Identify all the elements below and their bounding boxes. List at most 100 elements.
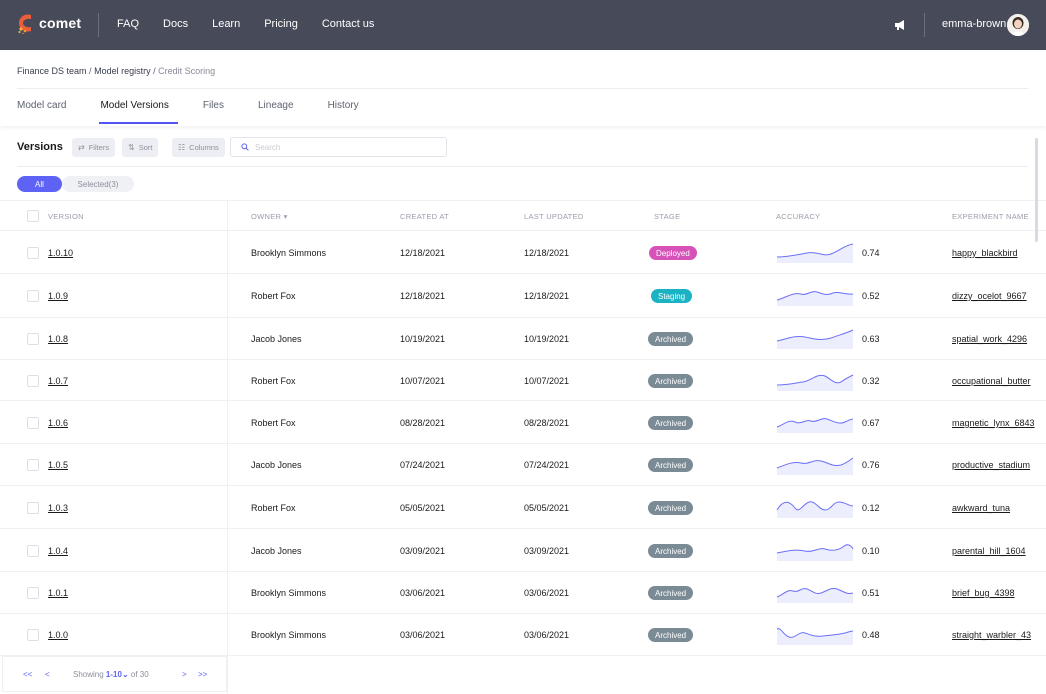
table-row[interactable]: 1.0.9 Robert Fox 12/18/2021 12/18/2021 Stagi… bbox=[0, 274, 1046, 318]
accuracy-sparkline bbox=[776, 329, 854, 349]
experiment-link[interactable]: magnetic_lynx_6843 bbox=[952, 418, 1035, 428]
col-owner[interactable]: OWNER ▾ bbox=[251, 212, 288, 221]
nav-pricing[interactable]: Pricing bbox=[264, 18, 298, 30]
sparkline-area bbox=[777, 588, 853, 603]
scrollbar[interactable] bbox=[1035, 138, 1038, 242]
owner-name: Robert Fox bbox=[251, 291, 296, 301]
table-row[interactable]: 1.0.6 Robert Fox 08/28/2021 08/28/2021 Archi… bbox=[0, 401, 1046, 444]
sparkline-line bbox=[776, 291, 854, 301]
row-checkbox[interactable] bbox=[27, 502, 39, 514]
row-checkbox[interactable] bbox=[27, 459, 39, 471]
col-version[interactable]: VERSION bbox=[48, 212, 84, 221]
tab-history[interactable]: History bbox=[327, 100, 359, 111]
sparkline-area bbox=[777, 330, 853, 349]
version-link[interactable]: 1.0.3 bbox=[48, 503, 69, 513]
created-at: 10/19/2021 bbox=[400, 334, 446, 344]
tab-model-card[interactable]: Model card bbox=[17, 100, 67, 111]
select-all-checkbox[interactable] bbox=[27, 210, 39, 222]
sparkline-area bbox=[777, 458, 853, 475]
version-link[interactable]: 1.0.10 bbox=[48, 248, 74, 258]
version-link[interactable]: 1.0.6 bbox=[48, 418, 69, 428]
accuracy-value: 0.76 bbox=[862, 460, 880, 470]
experiment-link[interactable]: brief_bug_4398 bbox=[952, 588, 1015, 598]
row-checkbox[interactable] bbox=[27, 290, 39, 302]
nav-contact-us[interactable]: Contact us bbox=[321, 18, 375, 30]
owner-name: Robert Fox bbox=[251, 376, 296, 386]
col-experiment-name[interactable]: EXPERIMENT NAME bbox=[952, 212, 1029, 221]
search-input[interactable] bbox=[255, 142, 435, 152]
tab-lineage[interactable]: Lineage bbox=[257, 100, 294, 111]
table-row[interactable]: 1.0.7 Robert Fox 10/07/2021 10/07/2021 Archi… bbox=[0, 360, 1046, 401]
tab-model-versions[interactable]: Model Versions bbox=[100, 100, 169, 111]
stage-badge: Archived bbox=[648, 544, 694, 558]
segment-all[interactable]: All bbox=[17, 176, 62, 192]
row-checkbox[interactable] bbox=[27, 629, 39, 641]
last-updated: 10/19/2021 bbox=[524, 334, 570, 344]
megaphone-icon[interactable] bbox=[893, 18, 907, 32]
experiment-link[interactable]: straight_warbler_43 bbox=[952, 630, 1032, 640]
col-created-at[interactable]: CREATED AT bbox=[400, 212, 449, 221]
filters-label: Filters bbox=[88, 143, 110, 152]
row-checkbox[interactable] bbox=[27, 417, 39, 429]
version-link[interactable]: 1.0.0 bbox=[48, 630, 69, 640]
search-box[interactable] bbox=[230, 137, 447, 157]
version-link[interactable]: 1.0.7 bbox=[48, 376, 69, 386]
comet-logo[interactable]: comet bbox=[17, 12, 81, 34]
version-link[interactable]: 1.0.5 bbox=[48, 460, 69, 470]
row-checkbox[interactable] bbox=[27, 375, 39, 387]
last-updated: 08/28/2021 bbox=[524, 418, 570, 428]
page-range-select[interactable]: 1-10⌄ bbox=[106, 670, 129, 679]
experiment-link[interactable]: parental_hill_1604 bbox=[952, 546, 1026, 556]
sparkline-line bbox=[776, 329, 854, 342]
row-checkbox[interactable] bbox=[27, 247, 39, 259]
row-checkbox[interactable] bbox=[27, 545, 39, 557]
nav-docs[interactable]: Docs bbox=[163, 18, 189, 30]
filters-button[interactable]: ⇄ Filters bbox=[72, 138, 116, 157]
experiment-link[interactable]: productive_stadium bbox=[952, 460, 1031, 470]
active-tab-indicator bbox=[99, 122, 178, 124]
accuracy-sparkline bbox=[776, 544, 854, 561]
experiment-link[interactable]: dizzy_ocelot_9667 bbox=[952, 291, 1027, 301]
stage-badge: Archived bbox=[648, 374, 694, 388]
toolbar-divider bbox=[17, 166, 1028, 167]
experiment-link[interactable]: happy_blackbird bbox=[952, 248, 1018, 258]
first-page-button[interactable]: << bbox=[23, 670, 33, 679]
col-accuracy[interactable]: ACCURACY bbox=[776, 212, 821, 221]
nav-learn[interactable]: Learn bbox=[212, 18, 241, 30]
table-row[interactable]: 1.0.8 Jacob Jones 10/19/2021 10/19/2021 Arch… bbox=[0, 318, 1046, 360]
version-link[interactable]: 1.0.4 bbox=[48, 546, 69, 556]
created-at: 03/09/2021 bbox=[400, 546, 446, 556]
row-checkbox[interactable] bbox=[27, 587, 39, 599]
sparkline-line bbox=[776, 628, 854, 638]
columns-button[interactable]: ☷ Columns bbox=[172, 138, 225, 157]
version-link[interactable]: 1.0.1 bbox=[48, 588, 69, 598]
experiment-link[interactable]: occupational_butter bbox=[952, 376, 1031, 386]
table-row[interactable]: 1.0.1 Brooklyn Simmons 03/06/2021 03/06/202… bbox=[0, 572, 1046, 614]
table-row[interactable]: 1.0.3 Robert Fox 05/05/2021 05/05/2021 Archi… bbox=[0, 486, 1046, 529]
version-link[interactable]: 1.0.9 bbox=[48, 291, 69, 301]
table-row[interactable]: 1.0.10 Brooklyn Simmons 12/18/2021 12/18/20… bbox=[0, 232, 1046, 274]
tab-files[interactable]: Files bbox=[202, 100, 224, 111]
sparkline-line bbox=[776, 243, 854, 258]
nav-faq[interactable]: FAQ bbox=[117, 18, 140, 30]
segment-selected[interactable]: Selected(3) bbox=[62, 176, 134, 192]
last-page-button[interactable]: >> bbox=[198, 670, 208, 679]
avatar[interactable] bbox=[1007, 14, 1029, 36]
table-row[interactable]: 1.0.4 Jacob Jones 03/09/2021 03/09/2021 Arch… bbox=[0, 529, 1046, 572]
sparkline-line bbox=[776, 544, 854, 554]
col-last-updated[interactable]: LAST UPDATED bbox=[524, 212, 584, 221]
version-link[interactable]: 1.0.8 bbox=[48, 334, 69, 344]
sort-button[interactable]: ⇅ Sort bbox=[122, 138, 159, 157]
col-stage[interactable]: STAGE bbox=[654, 212, 681, 221]
experiment-link[interactable]: awkward_tuna bbox=[952, 503, 1011, 513]
prev-page-button[interactable]: < bbox=[45, 670, 50, 679]
breadcrumb-team[interactable]: Finance DS team bbox=[17, 66, 87, 76]
table-row[interactable]: 1.0.0 Brooklyn Simmons 03/06/2021 03/06/202… bbox=[0, 614, 1046, 656]
table-row[interactable]: 1.0.5 Jacob Jones 07/24/2021 07/24/2021 Arch… bbox=[0, 444, 1046, 486]
accuracy-value: 0.74 bbox=[862, 248, 880, 258]
experiment-link[interactable]: spatial_work_4296 bbox=[952, 334, 1028, 344]
breadcrumb-registry[interactable]: Model registry bbox=[94, 66, 151, 76]
next-page-button[interactable]: > bbox=[182, 670, 187, 679]
row-checkbox[interactable] bbox=[27, 333, 39, 345]
username[interactable]: emma-brown bbox=[942, 18, 1007, 30]
